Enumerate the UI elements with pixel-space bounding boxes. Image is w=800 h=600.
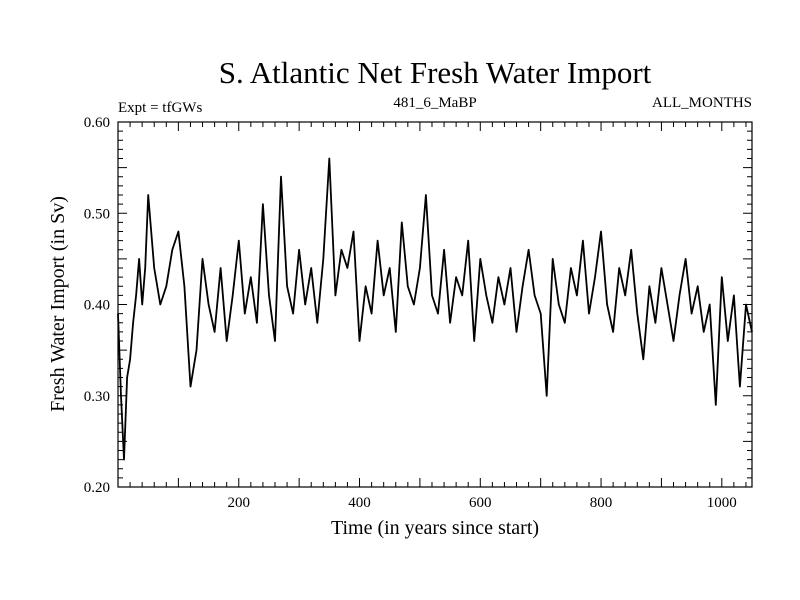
chart-subtitle-right: ALL_MONTHS bbox=[652, 95, 752, 111]
y-tick-label: 0.30 bbox=[84, 389, 110, 405]
x-tick-label: 800 bbox=[590, 495, 613, 511]
x-tick-label: 600 bbox=[469, 495, 492, 511]
y-tick-labels: 0.20 0.30 0.40 0.50 0.60 bbox=[84, 115, 110, 496]
y-axis-label: Fresh Water Import (in Sv) bbox=[47, 196, 69, 412]
x-tick-label: 400 bbox=[348, 495, 371, 511]
x-tick-labels: 200 400 600 800 1000 bbox=[228, 495, 737, 511]
data-line bbox=[117, 157, 753, 461]
chart-subtitle-center: 481_6_MaBP bbox=[393, 95, 476, 111]
y-tick-label: 0.60 bbox=[84, 115, 110, 131]
y-tick-label: 0.20 bbox=[84, 480, 110, 496]
y-tick-label: 0.40 bbox=[84, 298, 110, 314]
y-tick-label: 0.50 bbox=[84, 206, 110, 222]
chart-subtitle-left: Expt = tfGWs bbox=[118, 100, 202, 116]
x-axis-label: Time (in years since start) bbox=[331, 517, 539, 539]
x-tick-label: 1000 bbox=[707, 495, 737, 511]
x-tick-label: 200 bbox=[228, 495, 251, 511]
axis-ticks bbox=[118, 122, 752, 487]
chart-title: S. Atlantic Net Fresh Water Import bbox=[219, 55, 652, 90]
